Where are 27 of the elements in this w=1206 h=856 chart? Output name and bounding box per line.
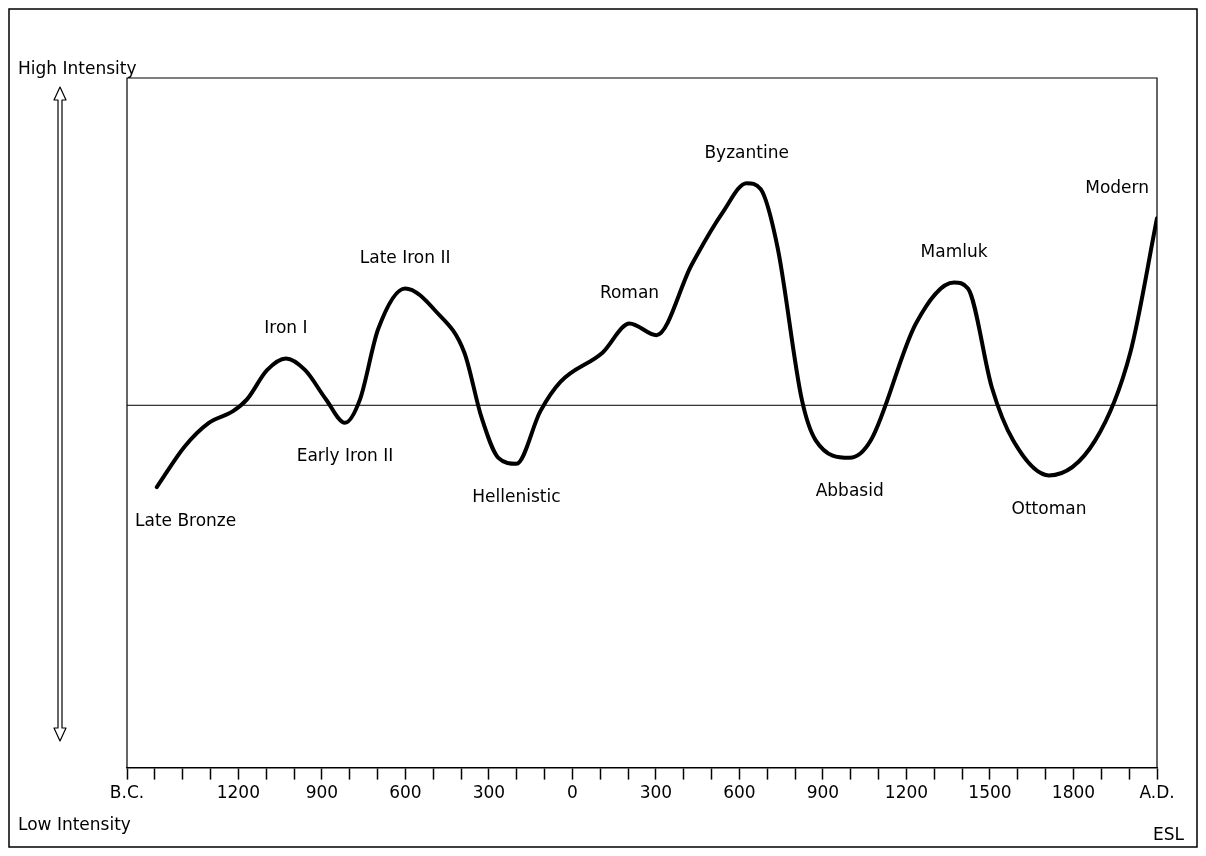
x-tick-label: 300 [639, 782, 673, 803]
annotation: Roman [599, 281, 660, 302]
annotation: Iron I [264, 316, 308, 337]
annotation: Byzantine [704, 141, 789, 162]
x-tick-label: 300 [472, 782, 506, 803]
x-tick-label: 1200 [884, 782, 929, 803]
x-tick-label: 1500 [968, 782, 1012, 803]
annotation: Late Iron II [359, 246, 451, 267]
x-tick-label: 1200 [216, 782, 260, 803]
annotation: Mamluk [920, 240, 988, 261]
x-tick-label: 900 [806, 782, 840, 803]
x-tick-label: B.C. [109, 782, 145, 803]
x-tick-label: 900 [305, 782, 339, 803]
annotation: Ottoman [1011, 497, 1087, 518]
x-tick-label: A.D. [1139, 782, 1175, 803]
annotation: Early Iron II [296, 445, 394, 466]
annotation: Modern [1085, 176, 1150, 197]
annotation: Abbasid [815, 480, 884, 501]
annotation: Hellenistic [472, 486, 561, 507]
x-tick-label: 0 [566, 782, 578, 803]
x-tick-label: 600 [723, 782, 756, 803]
text: ESL [1152, 824, 1185, 845]
annotation: Late Bronze [134, 509, 237, 530]
text: Low Intensity [18, 814, 131, 835]
x-tick-label: 600 [389, 782, 422, 803]
text: High Intensity [18, 58, 137, 79]
x-tick-label: 1800 [1051, 782, 1096, 803]
